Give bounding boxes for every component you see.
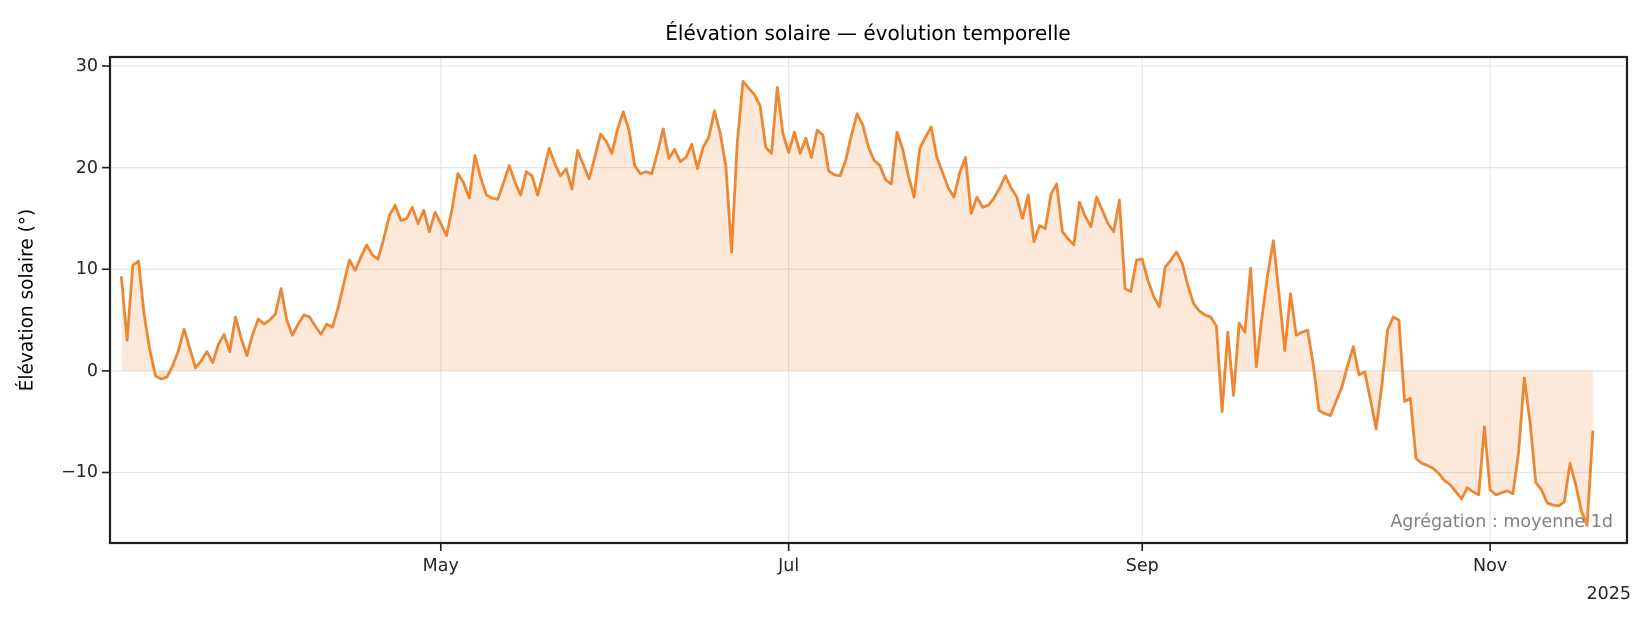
y-tick-label: 30 <box>75 56 98 77</box>
y-tick-label: 20 <box>75 157 98 178</box>
axes-spines <box>108 55 1629 545</box>
year-label: 2025 <box>1586 584 1631 604</box>
series-line <box>120 79 1595 527</box>
x-tick-label: May <box>422 556 459 576</box>
y-tick-label: −10 <box>61 462 98 483</box>
series-fill-area <box>121 81 1593 526</box>
y-tick-label: 10 <box>75 259 98 280</box>
aggregation-annotation: Agrégation : moyenne 1d <box>1390 512 1613 532</box>
chart-title: Élévation solaire — évolution temporelle <box>665 21 1071 45</box>
x-tick-label: Jul <box>778 556 800 576</box>
x-tick-label: Nov <box>1473 556 1508 576</box>
y-tick-label: 0 <box>86 360 98 381</box>
x-tick-label: Sep <box>1125 556 1159 576</box>
y-axis-label: Élévation solaire (°) <box>16 208 38 392</box>
